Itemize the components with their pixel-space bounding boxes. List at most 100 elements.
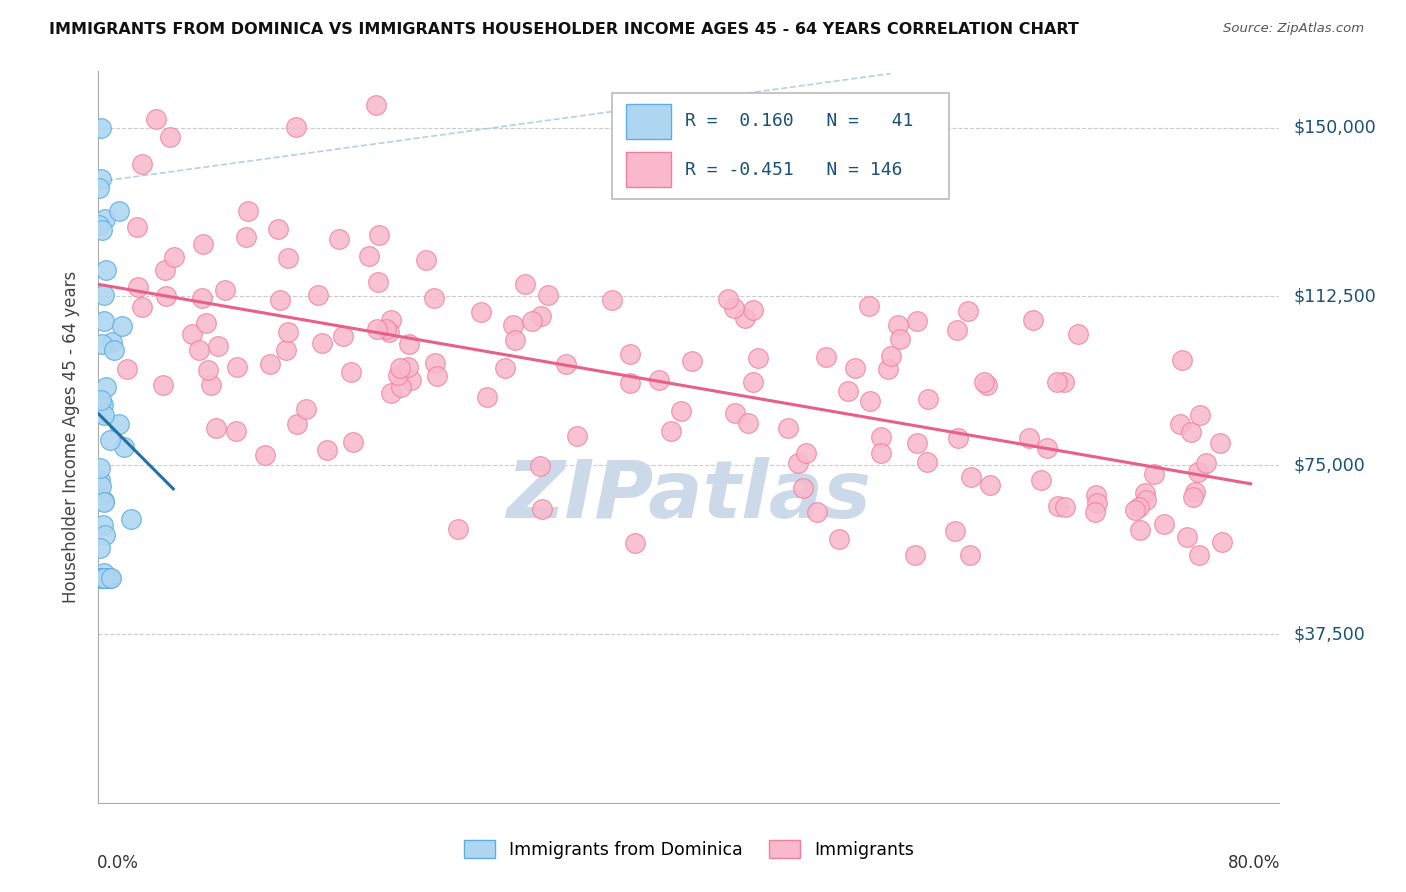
Point: [1047, 499, 1070, 513]
Point: [806, 505, 828, 519]
Point: [108, 204, 131, 219]
Point: [600, 293, 623, 307]
Point: [225, 424, 247, 438]
Point: [858, 299, 880, 313]
Point: [89, 571, 111, 585]
Point: [717, 292, 740, 306]
Point: [332, 329, 354, 343]
Point: [837, 384, 859, 398]
Point: [905, 314, 928, 328]
Text: $150,000: $150,000: [1294, 119, 1376, 136]
Point: [423, 291, 446, 305]
Point: [191, 291, 214, 305]
Point: [844, 361, 866, 376]
Text: IMMIGRANTS FROM DOMINICA VS IMMIGRANTS HOUSEHOLDER INCOME AGES 45 - 64 YEARS COR: IMMIGRANTS FROM DOMINICA VS IMMIGRANTS H…: [49, 22, 1078, 37]
Point: [1184, 484, 1206, 499]
Point: [786, 456, 808, 470]
Point: [367, 228, 389, 243]
Point: [724, 406, 747, 420]
Point: [741, 375, 763, 389]
Point: [1208, 436, 1230, 450]
Point: [254, 449, 277, 463]
Point: [513, 277, 536, 291]
Point: [375, 321, 398, 335]
Point: [870, 445, 893, 459]
Point: [159, 129, 181, 144]
Point: [1084, 505, 1107, 519]
Text: $112,500: $112,500: [1294, 287, 1376, 305]
Text: Source: ZipAtlas.com: Source: ZipAtlas.com: [1223, 22, 1364, 36]
Point: [238, 204, 260, 219]
Point: [93, 314, 115, 328]
Point: [565, 429, 588, 443]
Point: [915, 455, 938, 469]
Point: [1125, 503, 1147, 517]
Point: [93, 566, 115, 580]
Point: [943, 524, 966, 539]
Point: [447, 522, 470, 536]
Point: [1085, 488, 1108, 502]
Point: [93, 494, 115, 508]
Point: [90, 479, 112, 493]
FancyBboxPatch shape: [612, 94, 949, 200]
Point: [378, 325, 401, 339]
Point: [502, 318, 524, 332]
Point: [364, 98, 387, 112]
Point: [108, 417, 131, 432]
Point: [959, 470, 981, 484]
Point: [1036, 441, 1059, 455]
Point: [1022, 313, 1045, 327]
Point: [328, 231, 350, 245]
Point: [880, 349, 903, 363]
Point: [191, 236, 214, 251]
Point: [91, 336, 114, 351]
Point: [357, 249, 380, 263]
Point: [307, 287, 329, 301]
Point: [1143, 467, 1166, 481]
Point: [828, 532, 851, 546]
Point: [195, 316, 218, 330]
Point: [470, 305, 492, 319]
Point: [530, 309, 553, 323]
Point: [917, 392, 939, 406]
Point: [737, 416, 759, 430]
Point: [295, 401, 318, 416]
Point: [259, 357, 281, 371]
Point: [734, 310, 756, 325]
Point: [316, 442, 339, 457]
Point: [97, 571, 120, 585]
Point: [152, 378, 174, 392]
Point: [1188, 408, 1211, 422]
Point: [477, 390, 499, 404]
Point: [723, 301, 745, 315]
Point: [235, 230, 257, 244]
FancyBboxPatch shape: [626, 152, 671, 187]
Point: [1211, 534, 1233, 549]
Point: [115, 362, 138, 376]
Point: [162, 251, 184, 265]
Point: [401, 372, 423, 386]
Point: [225, 359, 247, 374]
Point: [1054, 500, 1077, 515]
Point: [1031, 474, 1053, 488]
Point: [529, 459, 551, 474]
Point: [127, 280, 149, 294]
Point: [887, 318, 910, 332]
Point: [155, 289, 177, 303]
Point: [1187, 465, 1209, 479]
Point: [97, 571, 120, 585]
Point: [367, 275, 389, 289]
Point: [90, 120, 112, 135]
Point: [100, 433, 122, 447]
Point: [889, 332, 911, 346]
Point: [93, 495, 115, 509]
Point: [1053, 376, 1076, 390]
Point: [530, 501, 553, 516]
Point: [494, 360, 516, 375]
Point: [1133, 486, 1156, 500]
Point: [624, 536, 647, 550]
Point: [90, 392, 112, 407]
Point: [110, 319, 132, 334]
Point: [859, 394, 882, 409]
Point: [648, 373, 671, 387]
